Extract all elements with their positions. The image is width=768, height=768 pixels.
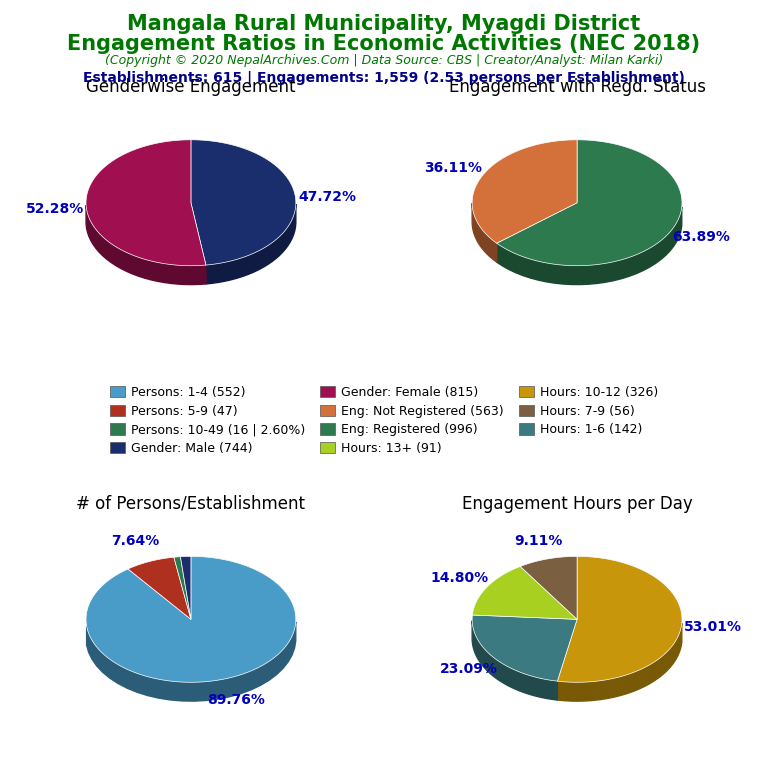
Polygon shape: [497, 140, 682, 266]
Polygon shape: [191, 140, 296, 265]
Polygon shape: [86, 556, 296, 682]
Polygon shape: [128, 558, 191, 619]
Text: 23.09%: 23.09%: [440, 662, 498, 677]
Text: 14.80%: 14.80%: [431, 571, 488, 584]
Polygon shape: [520, 556, 577, 619]
Text: 9.11%: 9.11%: [515, 534, 563, 548]
Polygon shape: [206, 204, 296, 284]
Text: 53.01%: 53.01%: [684, 620, 742, 634]
Text: Establishments: 615 | Engagements: 1,559 (2.53 persons per Establishment): Establishments: 615 | Engagements: 1,559…: [83, 71, 685, 84]
Polygon shape: [472, 615, 577, 681]
Polygon shape: [180, 556, 191, 619]
Title: Engagement with Regd. Status: Engagement with Regd. Status: [449, 78, 706, 96]
Polygon shape: [558, 556, 682, 682]
Polygon shape: [86, 205, 206, 285]
Legend: Persons: 1-4 (552), Persons: 5-9 (47), Persons: 10-49 (16 | 2.60%), Gender: Male: Persons: 1-4 (552), Persons: 5-9 (47), P…: [110, 386, 658, 455]
Text: 36.11%: 36.11%: [425, 161, 482, 175]
Polygon shape: [472, 567, 577, 619]
Text: 89.76%: 89.76%: [207, 693, 265, 707]
Text: 63.89%: 63.89%: [672, 230, 730, 244]
Polygon shape: [472, 621, 558, 700]
Title: Engagement Hours per Day: Engagement Hours per Day: [462, 495, 693, 513]
Title: # of Persons/Establishment: # of Persons/Establishment: [77, 495, 306, 513]
Text: 52.28%: 52.28%: [26, 202, 84, 216]
Polygon shape: [86, 140, 206, 266]
Title: Genderwise Engagement: Genderwise Engagement: [86, 78, 296, 96]
Text: Mangala Rural Municipality, Myagdi District: Mangala Rural Municipality, Myagdi Distr…: [127, 14, 641, 34]
Text: Engagement Ratios in Economic Activities (NEC 2018): Engagement Ratios in Economic Activities…: [68, 34, 700, 54]
Text: (Copyright © 2020 NepalArchives.Com | Data Source: CBS | Creator/Analyst: Milan : (Copyright © 2020 NepalArchives.Com | Da…: [105, 54, 663, 67]
Text: 7.64%: 7.64%: [111, 535, 160, 548]
Polygon shape: [87, 622, 296, 701]
Polygon shape: [497, 207, 682, 285]
Polygon shape: [558, 623, 682, 701]
Text: 47.72%: 47.72%: [298, 190, 356, 204]
Polygon shape: [472, 203, 497, 262]
Polygon shape: [174, 557, 191, 619]
Polygon shape: [472, 140, 577, 243]
